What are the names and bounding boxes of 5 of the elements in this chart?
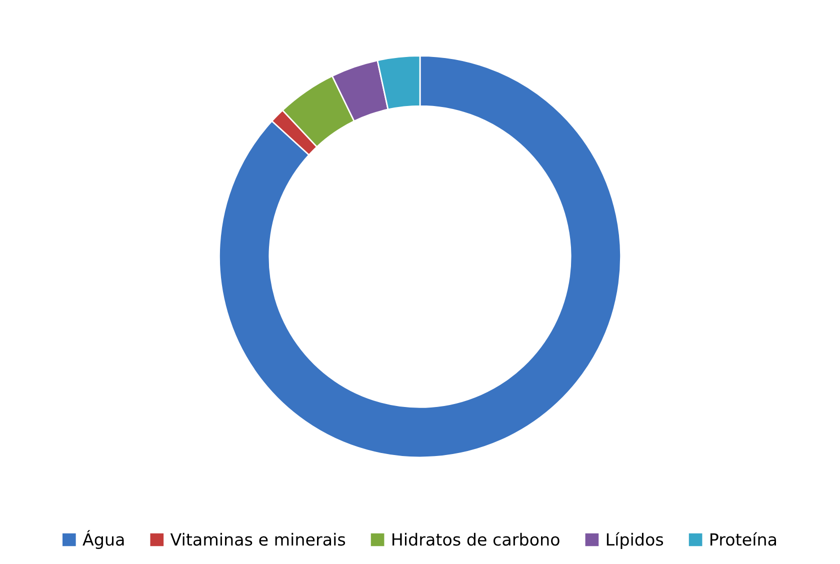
legend-label: Água xyxy=(82,530,124,549)
legend-label: Hidratos de carbono xyxy=(392,532,560,546)
legend-label: Lípidos xyxy=(606,532,664,549)
legend-label: Proteína xyxy=(710,532,776,546)
legend-label: Vitaminas e minerais xyxy=(170,532,346,546)
